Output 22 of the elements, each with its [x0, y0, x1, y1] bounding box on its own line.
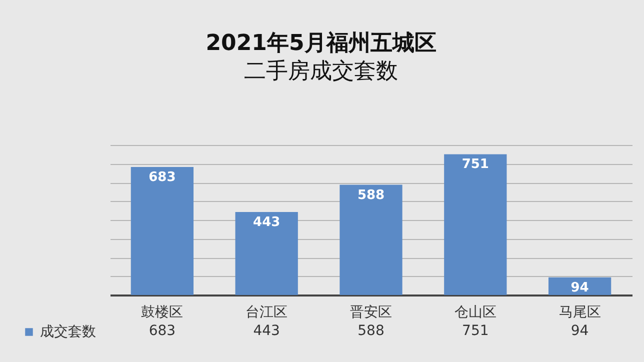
- data-label: 683: [148, 323, 176, 339]
- bar: [444, 154, 507, 295]
- annotation: 94: [570, 280, 589, 296]
- bar: [130, 166, 194, 295]
- annotation: 683: [148, 170, 176, 185]
- data-label: 94: [570, 323, 589, 339]
- bar: [340, 184, 402, 295]
- chart-title: 2021年5月福州五城区: [206, 31, 436, 56]
- legend-label: 成交套数: [40, 324, 96, 340]
- x-tick-label: 仓山区: [454, 304, 496, 320]
- x-tick-label: 鼓楼区: [141, 304, 184, 320]
- data-label: 443: [253, 323, 280, 339]
- x-tick-label: 台江区: [246, 304, 288, 320]
- chart-subtitle: 二手房成交套数: [244, 59, 398, 84]
- x-tick-label: 马尾区: [558, 304, 601, 320]
- data-label: 588: [358, 323, 384, 339]
- annotation: 588: [357, 188, 385, 203]
- x-tick-label: 晋安区: [350, 304, 392, 320]
- annotation: 443: [253, 214, 280, 230]
- data-label: 751: [462, 323, 489, 339]
- bar: [235, 212, 298, 295]
- annotation: 751: [462, 157, 489, 172]
